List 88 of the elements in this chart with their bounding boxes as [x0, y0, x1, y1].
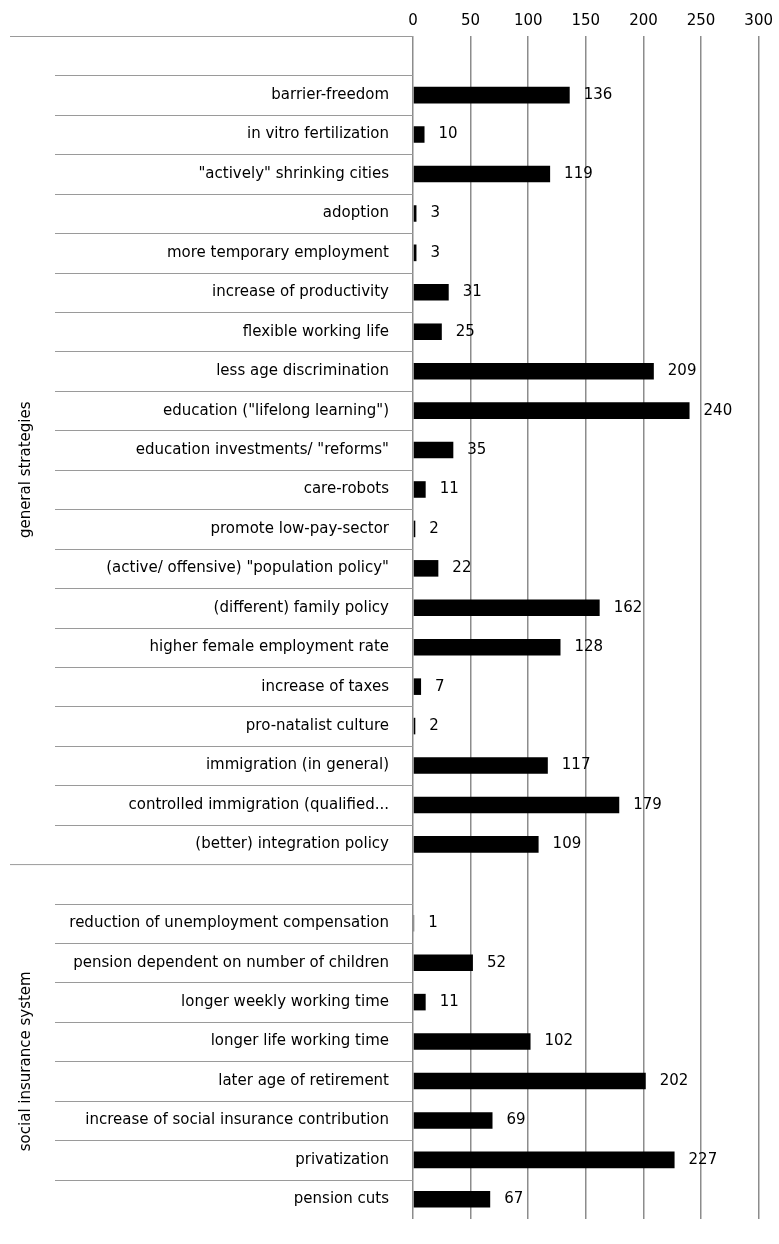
- data-label: 7: [435, 676, 445, 695]
- y-tick-label: more temporary employment: [166, 242, 390, 261]
- y-tick-label: flexible working life: [242, 321, 389, 340]
- y-tick-label: pension dependent on number of children: [73, 952, 389, 971]
- y-tick-label: pension cuts: [293, 1189, 390, 1208]
- data-label: 31: [462, 282, 482, 301]
- y-tick-label: barrier-freedom: [271, 85, 389, 104]
- data-label: 11: [439, 479, 459, 498]
- x-tick-label: 100: [513, 10, 543, 29]
- bar: [413, 323, 442, 341]
- data-label: 10: [438, 124, 458, 143]
- data-label: 240: [703, 400, 733, 419]
- bar: [413, 284, 449, 301]
- bar: [413, 560, 439, 577]
- y-tick-label: care-robots: [303, 479, 390, 498]
- y-tick-label: education ("lifelong learning"): [163, 400, 389, 419]
- bar: [413, 1033, 531, 1050]
- y-tick-label: controlled immigration (qualified...: [128, 794, 389, 813]
- x-tick-label: 300: [744, 10, 774, 29]
- data-label: 128: [574, 637, 604, 656]
- x-tick-label: 50: [461, 10, 481, 29]
- bar: [413, 1112, 493, 1129]
- y-tick-label: reduction of unemployment compensation: [69, 913, 389, 932]
- data-label: 179: [633, 794, 662, 813]
- y-tick-label: later age of retirement: [218, 1070, 390, 1089]
- bar: [413, 993, 426, 1011]
- y-tick-label: promote low-pay-sector: [210, 518, 390, 537]
- bar: [413, 954, 473, 971]
- data-label: 202: [659, 1070, 689, 1089]
- y-tick-label: in vitro fertilization: [246, 124, 389, 143]
- bar: [413, 1151, 675, 1169]
- data-label: 2: [429, 715, 439, 734]
- y-tick-label: longer weekly working time: [181, 992, 389, 1011]
- x-tick-label: 250: [686, 10, 716, 29]
- data-label: 69: [506, 1110, 526, 1129]
- y-tick-label: higher female employment rate: [149, 637, 389, 656]
- data-label: 52: [486, 952, 507, 971]
- data-label: 1: [428, 913, 438, 932]
- data-label: 209: [667, 361, 697, 380]
- y-tick-label: longer life working time: [210, 1031, 389, 1050]
- bar: [413, 836, 539, 853]
- y-tick-label: privatization: [295, 1149, 389, 1168]
- y-tick-label: pro-natalist culture: [245, 715, 389, 734]
- y-tick-label: increase of social insurance contribution: [85, 1110, 389, 1129]
- x-tick-label: 200: [629, 10, 658, 29]
- data-label: 227: [688, 1149, 718, 1168]
- bar: [413, 86, 570, 104]
- data-label: 67: [504, 1189, 524, 1208]
- bar: [413, 599, 600, 617]
- y-tick-label: increase of taxes: [261, 676, 390, 695]
- text: social insurance system: [15, 971, 34, 1152]
- bar: [413, 678, 422, 695]
- data-label: 25: [455, 321, 475, 340]
- y-tick-label: less age discrimination: [216, 361, 389, 380]
- data-label: 102: [544, 1031, 574, 1050]
- data-label: 11: [439, 992, 459, 1011]
- x-tick-label: 0: [408, 10, 418, 29]
- data-label: 117: [561, 755, 591, 774]
- data-label: 2: [429, 518, 439, 537]
- y-tick-label: "actively" shrinking cities: [198, 163, 390, 182]
- y-tick-label: (better) integration policy: [195, 834, 390, 853]
- bar: [413, 165, 551, 183]
- data-label: 35: [467, 439, 487, 458]
- bar: [413, 481, 426, 498]
- bar: [413, 126, 425, 143]
- data-label: 162: [613, 597, 643, 616]
- data-label: 136: [583, 85, 613, 104]
- x-tick-label: 150: [571, 10, 601, 29]
- y-tick-label: adoption: [322, 203, 389, 222]
- y-tick-label: immigration (in general): [205, 755, 389, 774]
- bar: [413, 796, 620, 814]
- bar: [413, 1072, 646, 1090]
- data-label: 3: [430, 203, 440, 222]
- data-label: 109: [552, 834, 582, 853]
- bar: [413, 757, 548, 774]
- y-tick-label: (active/ offensive) "population policy": [106, 558, 389, 577]
- text: general strategies: [15, 401, 34, 539]
- y-tick-label: (different) family policy: [213, 597, 390, 616]
- data-label: 119: [564, 163, 593, 182]
- bar: [413, 362, 654, 380]
- y-tick-label: education investments/ "reforms": [135, 439, 389, 458]
- data-label: 22: [452, 558, 472, 577]
- y-tick-label: increase of productivity: [212, 282, 390, 301]
- data-label: 3: [430, 242, 440, 261]
- bar: [413, 638, 561, 656]
- bar: [413, 441, 454, 459]
- bar: [413, 1191, 491, 1208]
- bar: [413, 402, 690, 419]
